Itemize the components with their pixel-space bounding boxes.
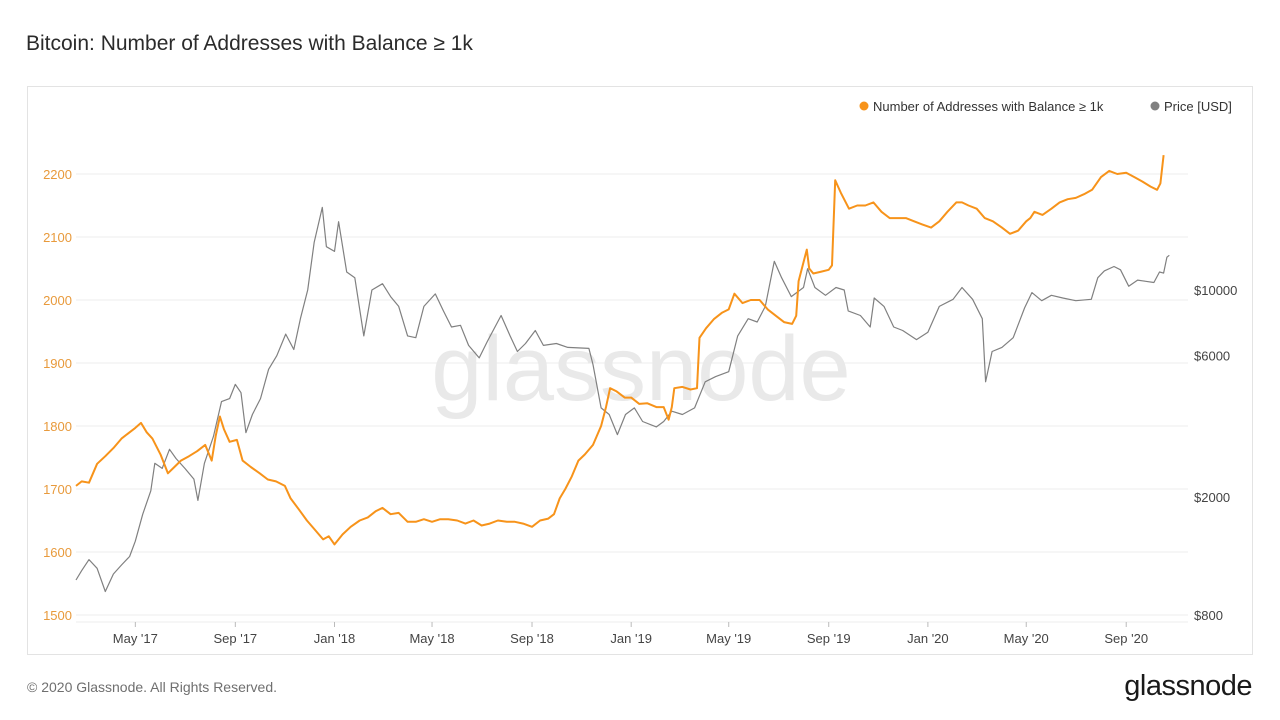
chart-svg: glassnode 150016001700180019002000210022…	[43, 99, 1237, 646]
legend-addresses-marker	[859, 101, 869, 111]
legend-item-price[interactable]: Price [USD]	[1150, 99, 1232, 114]
y-right-tick-label: $6000	[1194, 349, 1230, 364]
y-right-tick-label: $10000	[1194, 283, 1237, 298]
y-left-tick-label: 1500	[43, 608, 72, 623]
y-right-tick-label: $800	[1194, 608, 1223, 623]
series-line-price	[75, 206, 1170, 593]
chart-panel: glassnode 1500 1600 1700 1800 1900 2000 2100 22…	[27, 86, 1253, 655]
legend-price-label: Price [USD]	[1164, 99, 1232, 114]
x-tick-label: Sep '17	[213, 631, 257, 646]
brand-logo: glassnode	[1124, 670, 1252, 702]
x-tick-label: May '20	[1004, 631, 1049, 646]
y-left-tick-label: 1600	[43, 545, 72, 560]
x-tick-label: May '19	[706, 631, 751, 646]
x-tick-label: Jan '19	[610, 631, 652, 646]
x-tick-label: Jan '20	[907, 631, 949, 646]
legend-item-addresses[interactable]: Number of Addresses with Balance ≥ 1k	[859, 99, 1104, 114]
series-line-addresses	[75, 154, 1165, 546]
y-left-tick-label: 1800	[43, 419, 72, 434]
legend-addresses-label: Number of Addresses with Balance ≥ 1k	[873, 99, 1104, 114]
y-left-tick-label: 1700	[43, 482, 72, 497]
x-tick-label: May '17	[113, 631, 158, 646]
axes-layer: 1500 1600 1700 1800 1900 2000 2100 2200 $800 $200…	[43, 167, 1237, 646]
x-tick-label: Sep '18	[510, 631, 554, 646]
gridlines	[76, 173, 1188, 623]
copyright-text: © 2020 Glassnode. All Rights Reserved.	[27, 679, 278, 695]
x-tick-label: Sep '20	[1104, 631, 1148, 646]
chart-title: Bitcoin: Number of Addresses with Balanc…	[26, 32, 473, 55]
x-tick-label: Sep '19	[807, 631, 851, 646]
x-tick-label: Jan '18	[314, 631, 356, 646]
legend: Number of Addresses with Balance ≥ 1k Pr…	[859, 99, 1232, 114]
y-left-tick-label: 1900	[43, 356, 72, 371]
y-left-tick-label: 2100	[43, 230, 72, 245]
x-tick-label: May '18	[409, 631, 454, 646]
y-right-tick-label: $2000	[1194, 490, 1230, 505]
series-layer	[75, 154, 1170, 593]
y-left-tick-label: 2000	[43, 293, 72, 308]
y-left-tick-label: 2200	[43, 167, 72, 182]
legend-price-marker	[1150, 101, 1160, 111]
